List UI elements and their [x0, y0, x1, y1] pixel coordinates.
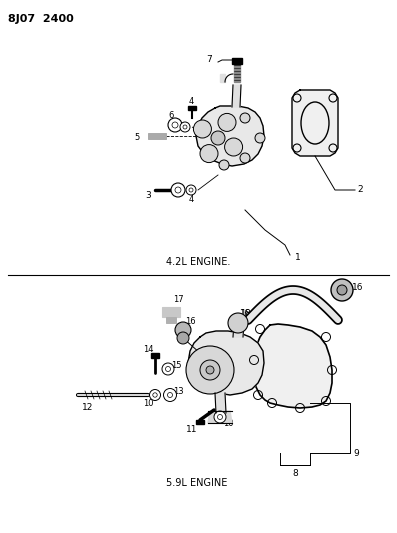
Circle shape: [214, 411, 226, 423]
Text: 12: 12: [82, 402, 94, 411]
Text: 16: 16: [239, 309, 249, 318]
Polygon shape: [292, 90, 338, 156]
Bar: [166, 317, 176, 323]
Text: 8: 8: [292, 469, 298, 478]
Polygon shape: [232, 85, 241, 107]
Circle shape: [255, 133, 265, 143]
Circle shape: [240, 113, 250, 123]
Circle shape: [225, 138, 243, 156]
Text: 11: 11: [186, 424, 198, 433]
Text: 3: 3: [145, 191, 151, 200]
Circle shape: [150, 390, 160, 400]
Circle shape: [168, 118, 182, 132]
Circle shape: [211, 131, 225, 145]
Text: 14: 14: [143, 344, 153, 353]
Circle shape: [331, 279, 353, 301]
Text: 1: 1: [295, 254, 301, 262]
Circle shape: [186, 185, 196, 195]
Text: 4: 4: [188, 98, 194, 107]
Text: 2: 2: [357, 185, 363, 195]
Text: 4: 4: [188, 196, 194, 205]
Circle shape: [337, 285, 347, 295]
Bar: [232, 58, 242, 64]
Circle shape: [240, 153, 250, 163]
Text: 13: 13: [173, 386, 183, 395]
Text: 5: 5: [135, 133, 140, 142]
Circle shape: [162, 363, 174, 375]
Polygon shape: [196, 106, 264, 166]
Bar: [148, 133, 166, 139]
Text: 16: 16: [185, 317, 195, 326]
Polygon shape: [233, 323, 244, 337]
Circle shape: [186, 346, 234, 394]
Text: 10: 10: [143, 399, 153, 408]
Bar: [196, 420, 204, 424]
Circle shape: [171, 183, 185, 197]
Text: 7: 7: [206, 55, 212, 64]
Bar: [188, 106, 196, 110]
Circle shape: [164, 389, 177, 401]
Text: 9: 9: [353, 448, 359, 457]
Circle shape: [193, 120, 212, 138]
Text: 5.9L ENGINE: 5.9L ENGINE: [166, 478, 228, 488]
Circle shape: [175, 322, 191, 338]
Text: 4.2L ENGINE.: 4.2L ENGINE.: [166, 257, 230, 267]
Circle shape: [218, 114, 236, 132]
Circle shape: [219, 160, 229, 170]
Circle shape: [200, 144, 218, 163]
Text: 8J07  2400: 8J07 2400: [8, 14, 74, 24]
Polygon shape: [254, 324, 332, 408]
Polygon shape: [188, 331, 264, 395]
Bar: [151, 353, 159, 358]
Text: 17: 17: [173, 295, 183, 303]
Text: 18: 18: [240, 309, 251, 318]
Circle shape: [206, 366, 214, 374]
Bar: [234, 62, 240, 82]
Circle shape: [177, 332, 189, 344]
Text: 16: 16: [352, 282, 364, 292]
Polygon shape: [208, 411, 232, 423]
Text: 15: 15: [171, 360, 181, 369]
Circle shape: [200, 360, 220, 380]
Text: 10: 10: [223, 418, 233, 427]
Polygon shape: [215, 393, 226, 413]
Bar: [162, 307, 180, 317]
Text: 6: 6: [168, 111, 174, 120]
Polygon shape: [220, 74, 225, 82]
Circle shape: [228, 313, 248, 333]
Circle shape: [180, 122, 190, 132]
